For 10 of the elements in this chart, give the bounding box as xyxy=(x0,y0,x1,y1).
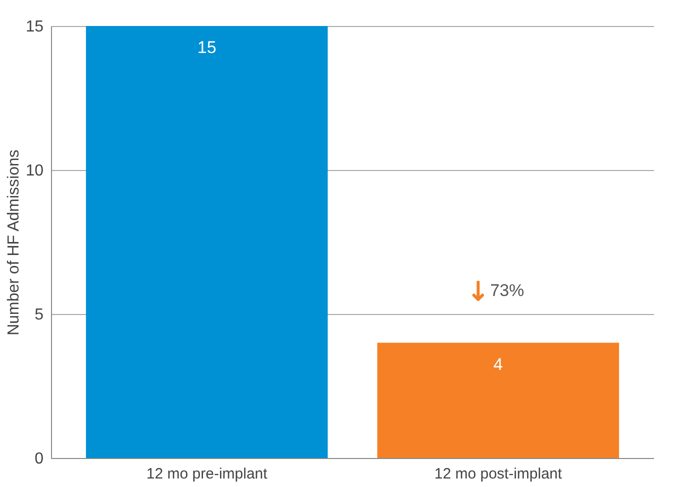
y-tick-label: 15 xyxy=(26,18,44,36)
data-label: 4 xyxy=(493,354,503,374)
y-tick-label: 0 xyxy=(34,450,44,468)
y-axis-title: Number of HF Admissions xyxy=(6,150,23,336)
y-tick-label: 10 xyxy=(26,162,44,180)
y-tick-label: 5 xyxy=(34,306,44,324)
data-label: 15 xyxy=(197,38,216,57)
annotation: 73% xyxy=(490,280,524,300)
x-tick-label: 12 mo post-implant xyxy=(434,466,563,482)
x-tick-label: 12 mo pre-implant xyxy=(146,466,268,482)
